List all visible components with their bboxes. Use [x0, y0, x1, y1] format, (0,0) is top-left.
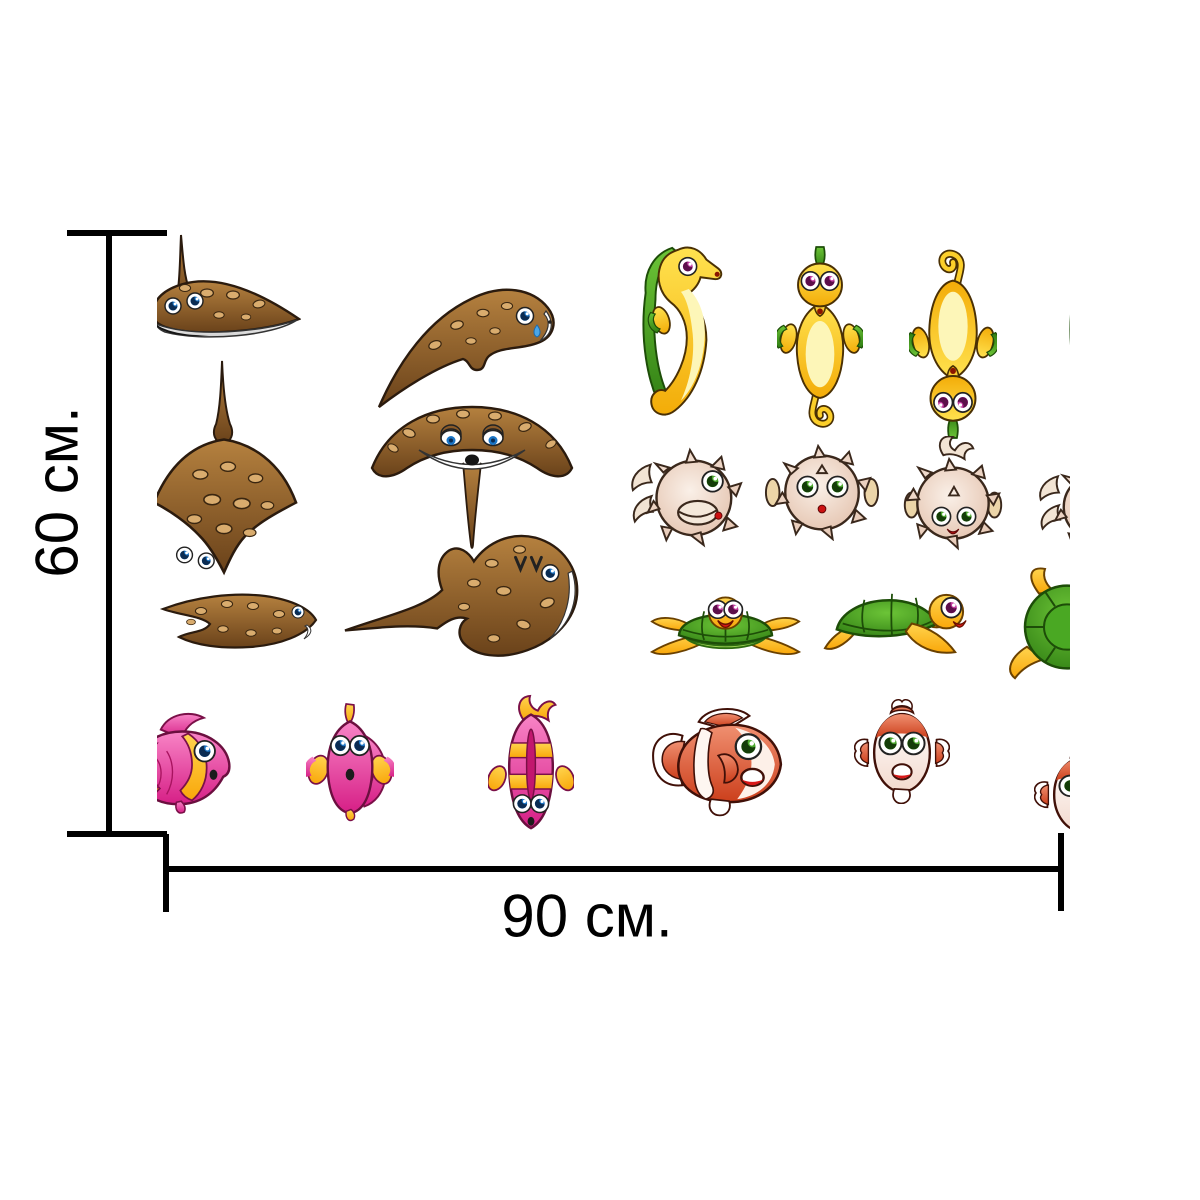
stingray-front-large: [157, 358, 299, 586]
turtle-side: [821, 582, 969, 661]
stingray-curled-angry: [343, 512, 581, 665]
clownfish-side: [648, 702, 790, 819]
seahorse-front: [777, 245, 863, 435]
clownfish-clipped: [1034, 743, 1070, 838]
turtle-front: [648, 591, 803, 663]
height-dimension-bottom-tick: [67, 831, 167, 837]
seahorse-upside-down: [909, 242, 997, 440]
pinkfish-nose-down: [488, 694, 574, 836]
pufferfish-front: [764, 444, 880, 541]
width-dimension-left-tick: [163, 834, 169, 912]
pinkfish-side-clipped: [157, 706, 234, 816]
height-dimension-top-tick: [67, 230, 167, 236]
height-label: 60 см.: [23, 406, 91, 578]
stingray-flat-side: [159, 589, 319, 655]
seahorse-side: [629, 242, 727, 428]
stingray-side-top: [157, 231, 301, 357]
seahorse-clipped: [1056, 250, 1070, 430]
clownfish-front: [854, 698, 950, 804]
turtle-top-clipped: [997, 564, 1070, 692]
width-dimension-right-tick: [1058, 833, 1064, 911]
sticker-sheet: [157, 225, 1070, 838]
pinkfish-front: [306, 702, 394, 822]
pufferfish-side: [627, 447, 745, 550]
width-label: 90 см.: [501, 882, 673, 950]
height-dimension-line: [106, 231, 112, 835]
pufferfish-clipped: [1035, 460, 1070, 555]
pufferfish-tilted: [899, 436, 1007, 553]
width-dimension-line: [163, 866, 1063, 872]
